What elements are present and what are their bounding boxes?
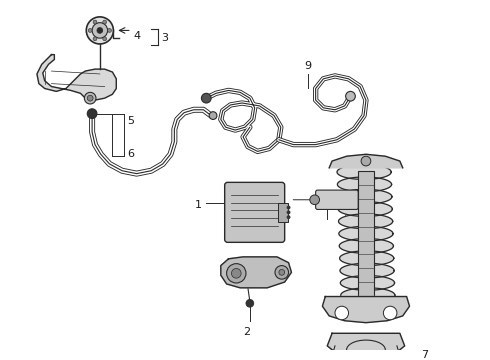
Polygon shape [339, 214, 392, 229]
Polygon shape [329, 154, 403, 168]
Polygon shape [339, 239, 393, 253]
Text: 8: 8 [277, 197, 284, 207]
Polygon shape [338, 177, 392, 192]
Circle shape [201, 93, 211, 103]
Circle shape [84, 93, 96, 104]
Circle shape [310, 195, 319, 204]
Circle shape [287, 206, 291, 210]
Circle shape [361, 156, 371, 166]
FancyBboxPatch shape [225, 183, 285, 242]
Circle shape [383, 306, 397, 320]
Circle shape [209, 112, 217, 120]
Text: 1: 1 [195, 199, 202, 210]
Polygon shape [341, 288, 395, 303]
Circle shape [275, 266, 289, 279]
Text: 4: 4 [134, 31, 141, 41]
Circle shape [287, 215, 291, 219]
Polygon shape [327, 333, 405, 360]
Circle shape [103, 20, 107, 24]
Text: 5: 5 [127, 116, 134, 126]
Circle shape [231, 269, 241, 278]
Circle shape [226, 264, 246, 283]
Polygon shape [221, 257, 292, 288]
Circle shape [87, 109, 97, 118]
Circle shape [87, 95, 93, 101]
Circle shape [345, 91, 355, 101]
Bar [358, 171, 374, 297]
Circle shape [92, 23, 108, 38]
Circle shape [287, 210, 291, 214]
Circle shape [97, 27, 103, 33]
Circle shape [88, 28, 92, 32]
Polygon shape [341, 275, 394, 290]
Circle shape [86, 17, 113, 44]
Text: 9: 9 [304, 61, 311, 71]
Circle shape [279, 269, 285, 275]
Polygon shape [322, 297, 410, 323]
Text: 2: 2 [243, 327, 250, 337]
Circle shape [103, 37, 107, 41]
Polygon shape [37, 55, 116, 100]
Text: 6: 6 [127, 149, 134, 159]
Polygon shape [338, 189, 392, 204]
FancyBboxPatch shape [316, 190, 358, 210]
Polygon shape [339, 226, 393, 241]
Polygon shape [338, 202, 392, 216]
Circle shape [108, 28, 111, 32]
Circle shape [93, 37, 97, 41]
Circle shape [93, 20, 97, 24]
Circle shape [335, 306, 348, 320]
Text: 7: 7 [421, 350, 428, 360]
Polygon shape [340, 263, 394, 278]
Polygon shape [337, 165, 391, 179]
Bar [278, 203, 288, 222]
Circle shape [246, 300, 254, 307]
Polygon shape [340, 251, 394, 266]
Text: 3: 3 [161, 33, 168, 43]
